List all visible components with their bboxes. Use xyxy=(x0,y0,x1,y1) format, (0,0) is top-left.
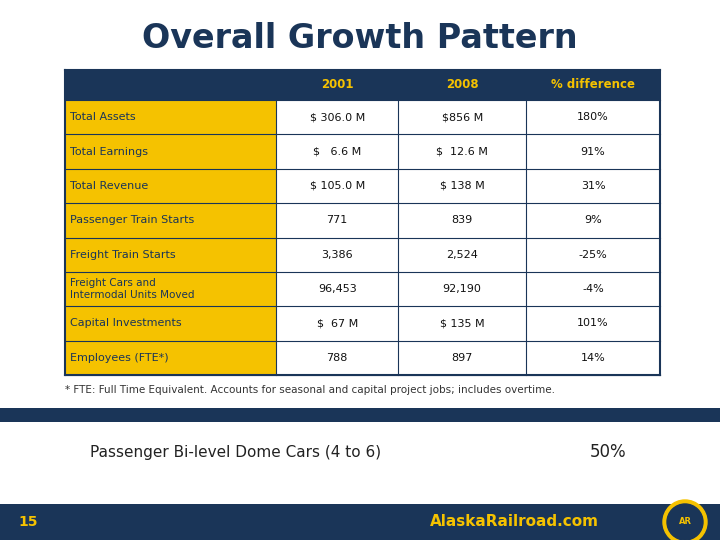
Text: 180%: 180% xyxy=(577,112,609,122)
Bar xyxy=(276,134,660,168)
Text: -25%: -25% xyxy=(579,249,608,260)
Text: 2,524: 2,524 xyxy=(446,249,478,260)
Circle shape xyxy=(663,500,707,540)
Bar xyxy=(65,168,276,203)
Text: $ 306.0 M: $ 306.0 M xyxy=(310,112,365,122)
Text: Freight Train Starts: Freight Train Starts xyxy=(70,249,176,260)
Text: Freight Cars and
Intermodal Units Moved: Freight Cars and Intermodal Units Moved xyxy=(70,278,194,300)
Text: 2008: 2008 xyxy=(446,78,479,91)
Bar xyxy=(65,100,276,134)
Bar xyxy=(0,408,720,422)
Text: 3,386: 3,386 xyxy=(321,249,353,260)
Text: 15: 15 xyxy=(18,515,37,529)
Bar xyxy=(276,341,660,375)
Bar xyxy=(65,134,276,168)
Text: Total Revenue: Total Revenue xyxy=(70,181,148,191)
Bar xyxy=(65,203,276,238)
Text: 50%: 50% xyxy=(590,443,626,461)
Text: Capital Investments: Capital Investments xyxy=(70,319,181,328)
Text: Total Earnings: Total Earnings xyxy=(70,146,148,157)
Text: 91%: 91% xyxy=(581,146,606,157)
Text: 897: 897 xyxy=(451,353,473,363)
Text: Overall Growth Pattern: Overall Growth Pattern xyxy=(142,22,578,55)
Text: 839: 839 xyxy=(451,215,473,225)
Text: 96,453: 96,453 xyxy=(318,284,356,294)
Text: 31%: 31% xyxy=(581,181,606,191)
Bar xyxy=(65,272,276,306)
Text: 101%: 101% xyxy=(577,319,609,328)
Bar xyxy=(0,504,720,540)
Bar xyxy=(276,238,660,272)
Text: $ 138 M: $ 138 M xyxy=(440,181,485,191)
Text: $ 135 M: $ 135 M xyxy=(440,319,485,328)
Text: % difference: % difference xyxy=(551,78,635,91)
Text: * FTE: Full Time Equivalent. Accounts for seasonal and capital project jobs; inc: * FTE: Full Time Equivalent. Accounts fo… xyxy=(65,385,555,395)
Bar xyxy=(65,70,660,100)
Text: 771: 771 xyxy=(327,215,348,225)
Text: $ 105.0 M: $ 105.0 M xyxy=(310,181,365,191)
Circle shape xyxy=(667,504,703,540)
Text: $  67 M: $ 67 M xyxy=(317,319,358,328)
Bar xyxy=(65,341,276,375)
Bar xyxy=(65,306,276,341)
Text: $   6.6 M: $ 6.6 M xyxy=(313,146,361,157)
Text: Employees (FTE*): Employees (FTE*) xyxy=(70,353,168,363)
Text: 2001: 2001 xyxy=(321,78,354,91)
Bar xyxy=(65,238,276,272)
Text: $856 M: $856 M xyxy=(441,112,483,122)
Text: AlaskaRailroad.com: AlaskaRailroad.com xyxy=(430,515,599,530)
Bar xyxy=(276,100,660,134)
Text: -4%: -4% xyxy=(582,284,604,294)
Bar xyxy=(276,272,660,306)
Text: Passenger Train Starts: Passenger Train Starts xyxy=(70,215,194,225)
Text: 92,190: 92,190 xyxy=(443,284,482,294)
Text: Total Assets: Total Assets xyxy=(70,112,135,122)
Text: $  12.6 M: $ 12.6 M xyxy=(436,146,488,157)
Bar xyxy=(276,306,660,341)
Text: 14%: 14% xyxy=(581,353,606,363)
Bar xyxy=(276,203,660,238)
Bar xyxy=(276,168,660,203)
Text: Passenger Bi-level Dome Cars (4 to 6): Passenger Bi-level Dome Cars (4 to 6) xyxy=(90,444,381,460)
Text: AR: AR xyxy=(678,517,691,526)
Text: 788: 788 xyxy=(327,353,348,363)
Text: 9%: 9% xyxy=(584,215,602,225)
